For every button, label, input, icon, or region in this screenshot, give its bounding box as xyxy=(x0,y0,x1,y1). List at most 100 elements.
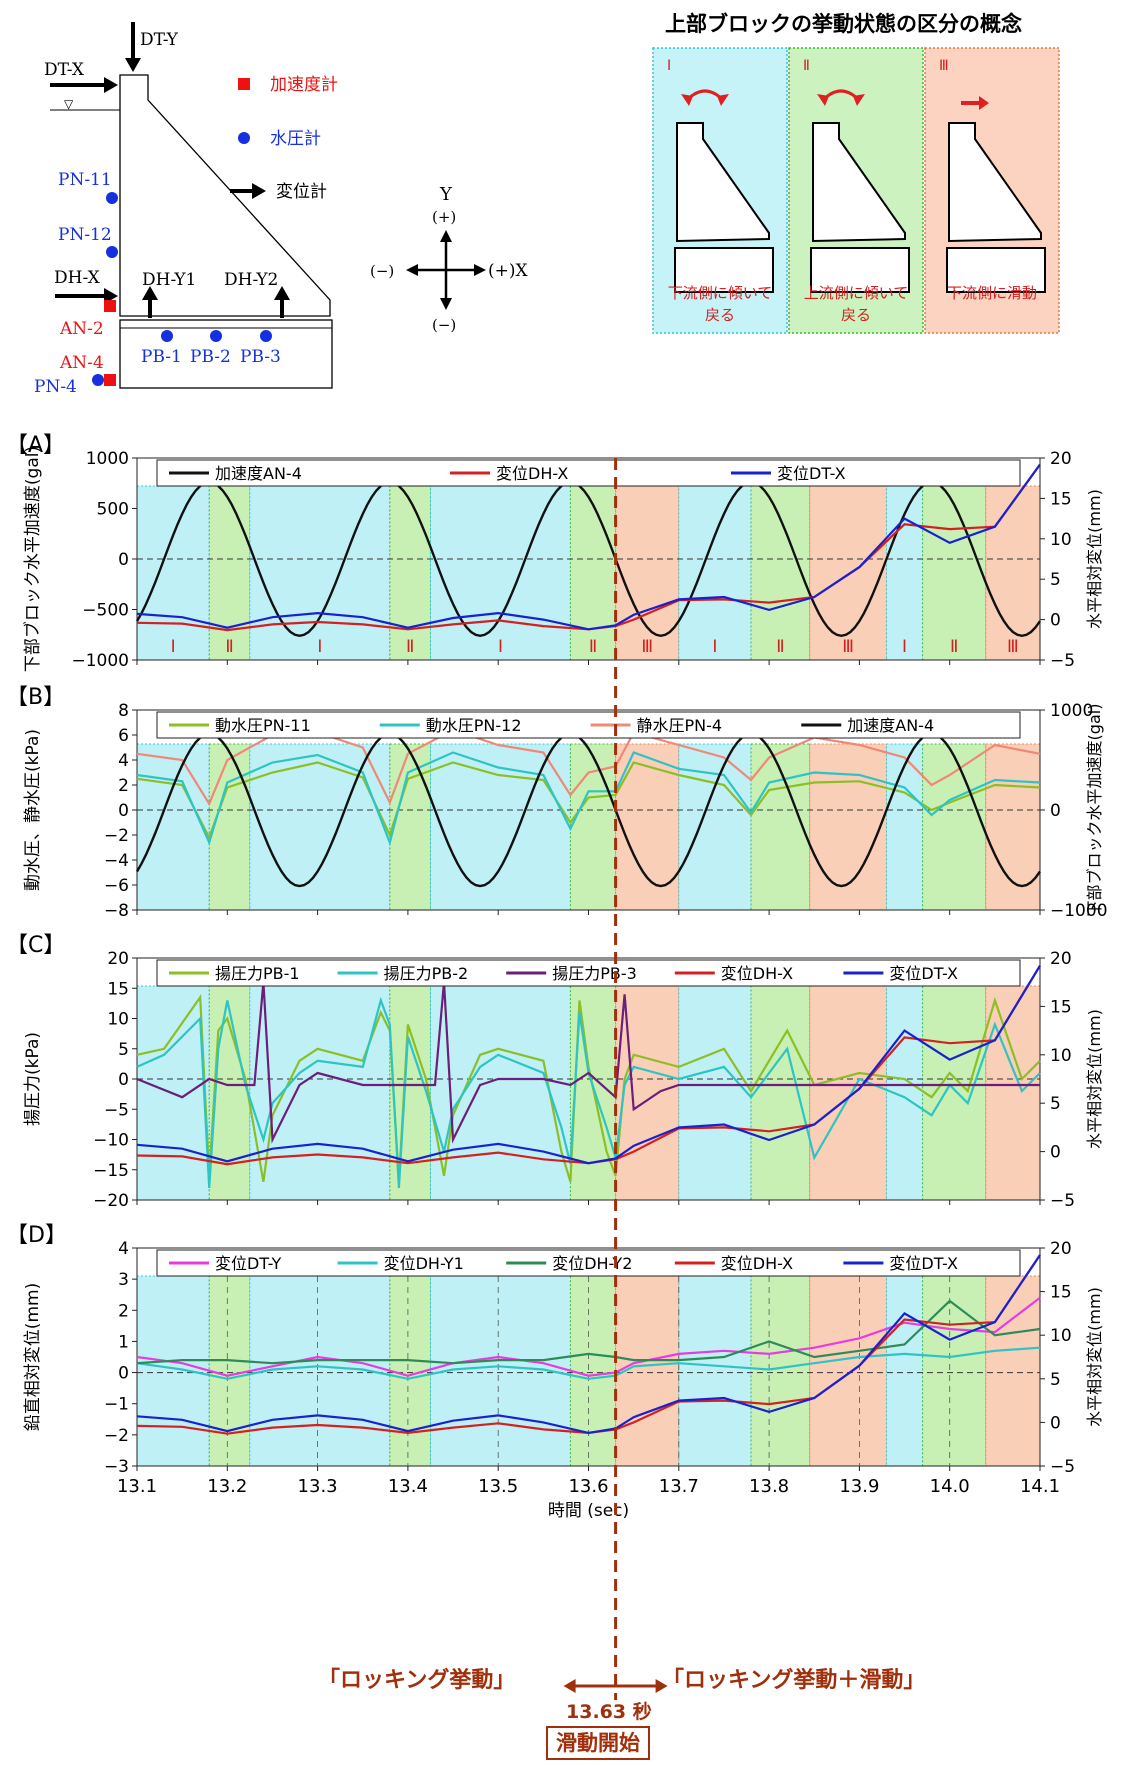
y-tick-label: 4 xyxy=(118,751,129,771)
y-tick-label: −5 xyxy=(104,1100,129,1120)
slide-start-box: 滑動開始 xyxy=(546,1726,650,1760)
y-tick-label: 4 xyxy=(118,1239,129,1259)
label-dt-x: DT-X xyxy=(44,60,85,80)
phase-label: Ⅰ xyxy=(712,637,717,657)
y2-tick-label: 0 xyxy=(1050,801,1061,821)
series-line xyxy=(136,1346,1041,1380)
phase-band xyxy=(985,485,1041,661)
y2-tick-label: 5 xyxy=(1050,1370,1061,1390)
y-tick-label: 500 xyxy=(97,500,129,520)
y-tick-label: −15 xyxy=(93,1161,129,1181)
y2-axis-label: 水平相対変位(mm) xyxy=(1085,1287,1104,1427)
phase-label: Ⅰ xyxy=(902,637,907,657)
pressure-marker xyxy=(92,374,104,386)
y2-tick-label: 1000 xyxy=(1050,701,1093,721)
y2-tick-label: 20 xyxy=(1050,1239,1072,1259)
legend: 揚圧力PB-1 揚圧力PB-2 揚圧力PB-3 変位DH-X 変位DT-X xyxy=(156,959,1021,987)
x-tick-label: 13.6 xyxy=(568,1476,608,1497)
series-line xyxy=(136,728,1041,807)
legend-label: 変位DH-X xyxy=(496,464,568,483)
phase-band xyxy=(569,485,617,661)
x-tick-label: 13.5 xyxy=(478,1476,518,1497)
y2-axis-label: 水平相対変位(mm) xyxy=(1085,1009,1104,1149)
panel-label: 【C】 xyxy=(6,933,65,958)
concept-lower-block xyxy=(810,247,910,293)
y-tick-label: 0 xyxy=(118,1070,129,1090)
y-tick-label: −2 xyxy=(104,1426,129,1446)
label-pn-11: PN-11 xyxy=(58,170,112,190)
phase-band xyxy=(985,1275,1041,1467)
phase-band xyxy=(615,1275,680,1467)
phase-band xyxy=(429,985,571,1201)
phase-band xyxy=(136,485,210,661)
legend-label: 静水圧PN-4 xyxy=(637,716,723,735)
phase-band xyxy=(208,743,251,911)
axis-minus-y: (−) xyxy=(432,316,456,334)
phase-band xyxy=(750,985,811,1201)
legend-label: 変位DH-Y2 xyxy=(552,1254,632,1273)
phase-band xyxy=(885,743,924,911)
legend: 動水圧PN-11 動水圧PN-12 静水圧PN-4 加速度AN-4 xyxy=(156,711,1021,739)
series-line xyxy=(136,994,1041,1183)
marker-left-label: 「ロッキング挙動」 xyxy=(318,1668,516,1693)
arrow-head-icon xyxy=(853,94,865,106)
accel-legend-icon xyxy=(238,78,250,90)
y-tick-label: 15 xyxy=(107,979,129,999)
y2-tick-label: 5 xyxy=(1050,570,1061,590)
phase-label: Ⅰ xyxy=(171,637,176,657)
legend-box xyxy=(156,711,1021,739)
phase-band xyxy=(389,743,431,911)
x-tick-label: 13.8 xyxy=(749,1476,789,1497)
legend-label: 動水圧PN-11 xyxy=(215,716,311,735)
pressure-marker xyxy=(161,330,173,342)
legend-label: 変位DT-X xyxy=(777,464,846,483)
phase-label: Ⅲ xyxy=(641,637,653,657)
x-tick-label: 13.1 xyxy=(117,1476,157,1497)
pressure-marker xyxy=(106,192,118,204)
label-pn-12: PN-12 xyxy=(58,225,112,245)
series-line xyxy=(136,761,1041,841)
y2-tick-label: −1000 xyxy=(1050,901,1108,921)
phase-band xyxy=(615,743,680,911)
series-line xyxy=(136,1296,1041,1377)
x-tick-label: 14.0 xyxy=(930,1476,970,1497)
y2-tick-label: −5 xyxy=(1050,1457,1075,1477)
phase-band xyxy=(569,1275,617,1467)
legend-label: 変位DT-X xyxy=(889,1254,958,1273)
phase-label: Ⅱ xyxy=(950,637,958,657)
arrow-head-icon xyxy=(817,94,829,106)
concept-upper-block xyxy=(676,122,770,243)
x-tick-label: 14.1 xyxy=(1020,1476,1060,1497)
phase-band xyxy=(885,985,924,1201)
y2-tick-label: 10 xyxy=(1050,1326,1072,1346)
series-line xyxy=(136,1254,1041,1435)
y-tick-label: −4 xyxy=(104,851,129,871)
concept-num: Ⅱ xyxy=(803,58,810,74)
series-line xyxy=(136,996,1041,1188)
marker-right-label: 「ロッキング挙動＋滑動」 xyxy=(662,1668,926,1693)
legend-label: 変位DH-X xyxy=(721,964,793,983)
label-dh-y1: DH-Y1 xyxy=(142,270,196,290)
x-tick-label: 13.4 xyxy=(388,1476,428,1497)
right-arrow-head-icon xyxy=(979,96,989,110)
x-tick-label: 13.3 xyxy=(298,1476,338,1497)
phase-band xyxy=(249,1275,391,1467)
label-pb-1: PB-1 xyxy=(141,347,182,367)
phase-band xyxy=(678,985,752,1201)
dam-sensor-diagram: ▽ DT-X DT-Y DH-X DH-Y1 DH-Y2 PN-11 PN-12… xyxy=(34,22,529,397)
y-axis-label: 下部ブロック水平加速度(gal) xyxy=(22,446,43,672)
phase-band xyxy=(922,743,987,911)
legend-box xyxy=(156,459,1021,487)
y-tick-label: −3 xyxy=(104,1457,129,1477)
concept-caption: 戻る xyxy=(705,306,735,324)
y2-tick-label: 10 xyxy=(1050,1046,1072,1066)
pressure-marker xyxy=(210,330,222,342)
label-pb-2: PB-2 xyxy=(190,347,231,367)
chart-panel-1: 1000 500 0 −500 −1000 20 15 10 5 0 −5 【A】下部ブロック水平加速… xyxy=(6,433,1104,672)
y-tick-label: −500 xyxy=(82,601,129,621)
lower-block xyxy=(119,319,333,389)
pressure-marker xyxy=(260,330,272,342)
concept-caption: 戻る xyxy=(841,306,871,324)
concept-lower-block xyxy=(946,247,1046,293)
